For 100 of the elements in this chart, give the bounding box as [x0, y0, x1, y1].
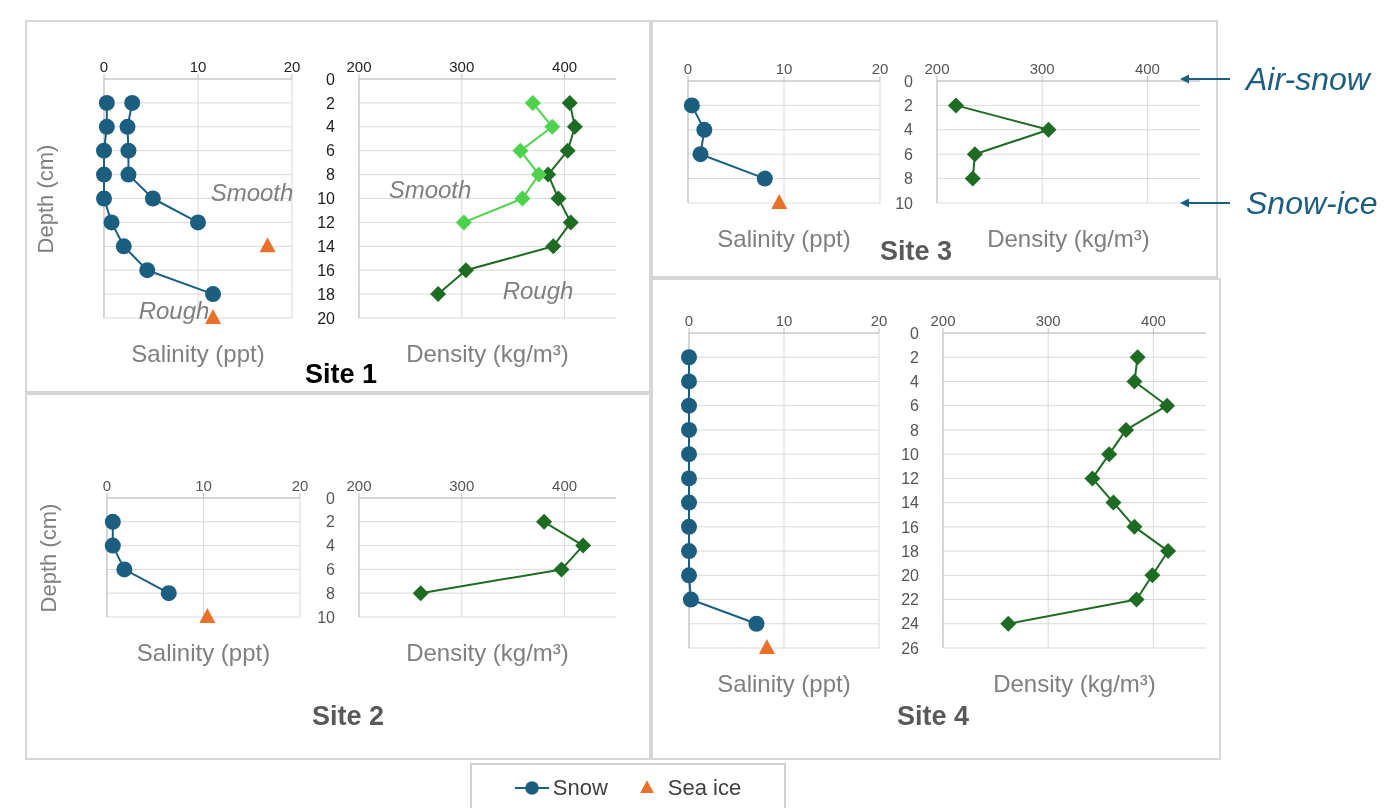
point [748, 615, 765, 632]
y-tick-label: 0 [910, 324, 920, 342]
x-axis-title: Salinity (ppt) [717, 670, 851, 698]
x-axis-title: Density (kg/m³) [987, 225, 1150, 253]
point [1159, 397, 1176, 414]
point [559, 142, 576, 159]
point [696, 121, 713, 138]
y-tick-label: 8 [904, 170, 914, 188]
y-tick-label: 22 [901, 591, 920, 609]
x-axis-title: Density (kg/m³) [993, 670, 1156, 698]
annotation: Rough [502, 277, 574, 305]
x-tick-label: 10 [195, 477, 212, 494]
x-tick-label: 200 [924, 60, 950, 77]
x-tick-label: 300 [449, 58, 475, 75]
point [1126, 373, 1143, 390]
point [681, 397, 697, 414]
point [1040, 121, 1057, 138]
y-tick-label: 0 [904, 72, 914, 90]
point [681, 470, 697, 487]
y-tick-label: 16 [901, 518, 920, 536]
y-tick-label: 16 [317, 261, 336, 279]
point [683, 97, 700, 114]
point [681, 494, 697, 511]
x-axis-title: Density (kg/m³) [406, 340, 569, 368]
point [259, 237, 276, 253]
y-tick-label: 12 [317, 214, 336, 232]
y-tick-label: 26 [901, 639, 920, 657]
point [681, 518, 697, 535]
point [530, 166, 547, 183]
point [681, 421, 697, 438]
point [104, 537, 121, 554]
point [98, 94, 115, 111]
x-tick-label: 20 [870, 312, 888, 329]
point [190, 214, 206, 231]
point [120, 142, 137, 159]
legend-label: Snow [552, 775, 608, 801]
point [160, 585, 177, 602]
point [96, 166, 112, 183]
text: Site 1 [304, 358, 378, 390]
x-tick-label: 0 [99, 58, 109, 75]
point [205, 286, 222, 303]
point [1000, 615, 1017, 632]
y-tick-label: 0 [326, 489, 336, 507]
point [139, 262, 156, 279]
x-tick-label: 20 [291, 477, 309, 494]
y-axis-title: Depth (cm) [36, 503, 62, 612]
point [115, 238, 132, 255]
y-tick-label: 2 [910, 348, 920, 366]
y-tick-label: 6 [326, 561, 336, 579]
point [681, 446, 697, 463]
point [681, 567, 697, 584]
point [457, 262, 474, 279]
point [1101, 446, 1118, 463]
point [512, 142, 529, 159]
y-tick-label: 8 [326, 584, 336, 602]
x-axis-title: Salinity (ppt) [136, 639, 271, 667]
y-tick-label: 4 [910, 373, 920, 391]
legend-label: Sea ice [667, 775, 742, 801]
point [682, 591, 699, 608]
point [412, 585, 429, 602]
point [681, 373, 697, 390]
point [1144, 567, 1161, 584]
point [96, 190, 112, 207]
point [550, 190, 567, 207]
x-tick-label: 300 [449, 477, 475, 494]
point [514, 190, 531, 207]
y-tick-label: 4 [326, 118, 336, 136]
y-tick-label: 8 [326, 166, 336, 184]
point [1084, 470, 1101, 487]
point [681, 543, 697, 560]
y-tick-label: 4 [326, 537, 336, 555]
y-tick-label: 10 [317, 190, 336, 208]
y-axis-title: Depth (cm) [33, 144, 59, 253]
point [553, 561, 570, 578]
x-tick-label: 20 [283, 58, 301, 75]
x-tick-label: 20 [871, 60, 889, 77]
point [771, 194, 788, 209]
point [536, 513, 553, 530]
x-tick-label: 300 [1035, 312, 1061, 329]
point [1128, 591, 1145, 608]
x-tick-label: 400 [552, 477, 578, 494]
point [758, 639, 775, 654]
x-axis-title: Salinity (ppt) [717, 225, 851, 253]
y-tick-label: 14 [901, 494, 920, 512]
text: Air-snow [1246, 60, 1370, 98]
point [947, 97, 964, 114]
x-tick-label: 10 [775, 312, 793, 329]
point [1160, 543, 1177, 560]
point [524, 94, 541, 111]
point [455, 214, 472, 231]
y-tick-label: 8 [910, 421, 920, 439]
point [430, 286, 447, 303]
x-tick-label: 0 [683, 60, 693, 77]
text: Site 3 [879, 235, 953, 267]
point [681, 349, 697, 366]
x-tick-label: 400 [1140, 312, 1166, 329]
point [116, 561, 133, 578]
point [692, 146, 709, 163]
y-tick-label: 18 [901, 542, 920, 560]
point [756, 170, 773, 187]
